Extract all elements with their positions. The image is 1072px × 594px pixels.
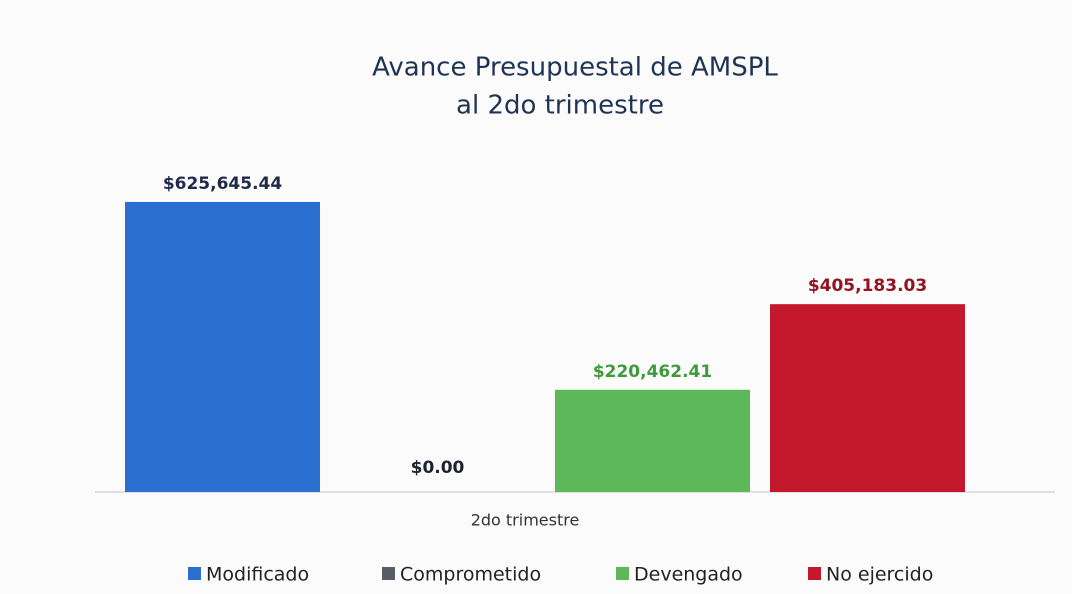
data-label: $220,462.41 [593, 362, 712, 382]
bar [125, 201, 320, 493]
legend-label: Modificado [206, 564, 309, 586]
chart-title: Avance Presupuestal de AMSPL [372, 53, 778, 83]
data-label: $405,183.03 [808, 276, 927, 296]
legend-label: No ejercido [826, 564, 933, 586]
legend-label: Devengado [634, 564, 743, 586]
chart-title: al 2do trimestre [456, 91, 664, 121]
legend-swatch [808, 567, 821, 580]
bar [770, 304, 965, 492]
legend-swatch [382, 567, 395, 580]
bar [555, 389, 750, 492]
data-label: $0.00 [411, 458, 465, 478]
data-label: $625,645.44 [163, 174, 283, 194]
legend-label: Comprometido [400, 564, 541, 586]
legend-swatch [188, 567, 201, 580]
x-tick-label: 2do trimestre [471, 511, 580, 530]
legend-swatch [616, 567, 629, 580]
